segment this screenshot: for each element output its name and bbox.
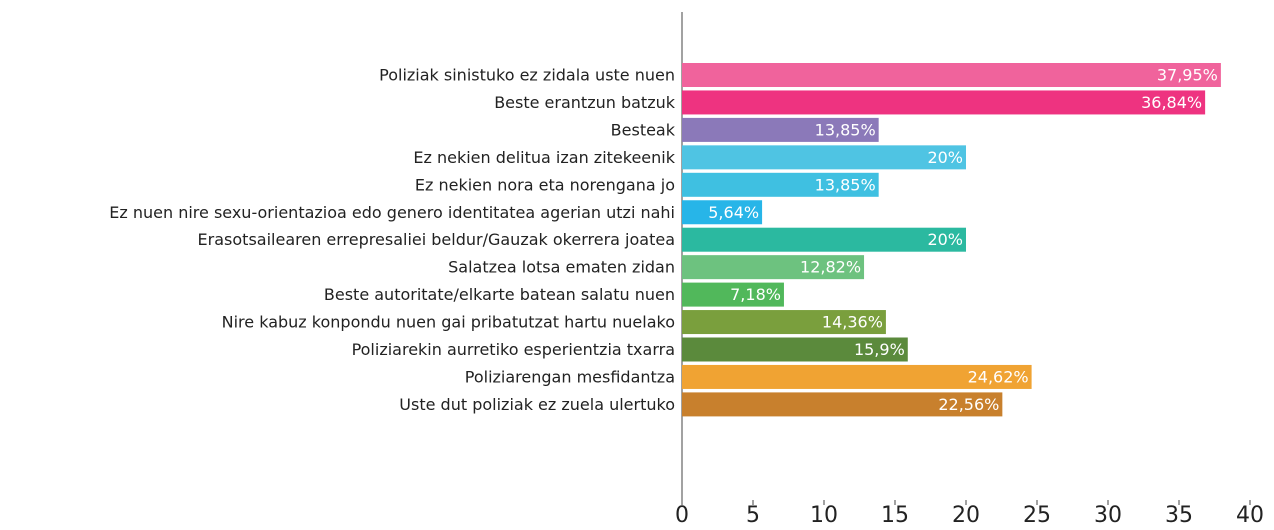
category-label: Beste erantzun batzuk [494, 93, 676, 112]
bar [682, 337, 908, 362]
category-label: Salatzea lotsa ematen zidan [448, 258, 675, 277]
x-tick-label: 40 [1236, 503, 1264, 526]
x-tick-label: 15 [881, 503, 909, 526]
x-tick-label: 20 [952, 503, 980, 526]
category-label: Erasotsailearen errepresaliei beldur/Gau… [198, 230, 675, 249]
bar [682, 63, 1221, 87]
value-label: 20% [927, 230, 963, 249]
category-label: Uste dut poliziak ez zuela ulertuko [399, 395, 675, 414]
category-label: Ez nekien nora eta norengana jo [415, 175, 675, 194]
bar [682, 172, 879, 197]
category-label: Ez nekien delitua izan zitekeenik [413, 148, 675, 167]
bar [682, 145, 966, 170]
value-label: 5,64% [708, 203, 759, 222]
bar [682, 90, 1206, 115]
value-label: 13,85% [815, 120, 876, 139]
bar [682, 282, 784, 307]
bar [682, 392, 1003, 417]
value-label: 37,95% [1157, 66, 1218, 85]
bar [682, 117, 879, 142]
category-label: Poliziarengan mesfidantza [465, 367, 675, 386]
bar [682, 227, 966, 252]
category-label: Poliziarekin aurretiko esperientzia txar… [352, 340, 675, 359]
value-label: 13,85% [815, 175, 876, 194]
value-label: 24,62% [968, 367, 1029, 386]
category-label: Ez nuen nire sexu-orientazioa edo genero… [109, 203, 675, 222]
x-tick-label: 10 [810, 503, 838, 526]
value-label: 20% [927, 148, 963, 167]
x-tick-label: 35 [1165, 503, 1193, 526]
value-label: 14,36% [822, 313, 883, 332]
x-tick-label: 25 [1023, 503, 1051, 526]
value-label: 22,56% [938, 395, 999, 414]
bar [682, 255, 865, 280]
category-label: Besteak [611, 120, 676, 139]
category-label: Poliziak sinistuko ez zidala uste nuen [379, 66, 675, 85]
value-label: 36,84% [1141, 93, 1202, 112]
value-label: 15,9% [854, 340, 905, 359]
category-label: Nire kabuz konpondu nuen gai pribatutzat… [222, 313, 675, 332]
value-label: 7,18% [730, 285, 781, 304]
bar [682, 310, 886, 335]
value-label: 12,82% [800, 258, 861, 277]
x-tick-label: 5 [746, 503, 760, 526]
bar [682, 200, 763, 225]
category-label: Beste autoritate/elkarte batean salatu n… [324, 285, 675, 304]
x-tick-label: 30 [1094, 503, 1122, 526]
x-tick-label: 0 [675, 503, 689, 526]
bar [682, 364, 1032, 389]
